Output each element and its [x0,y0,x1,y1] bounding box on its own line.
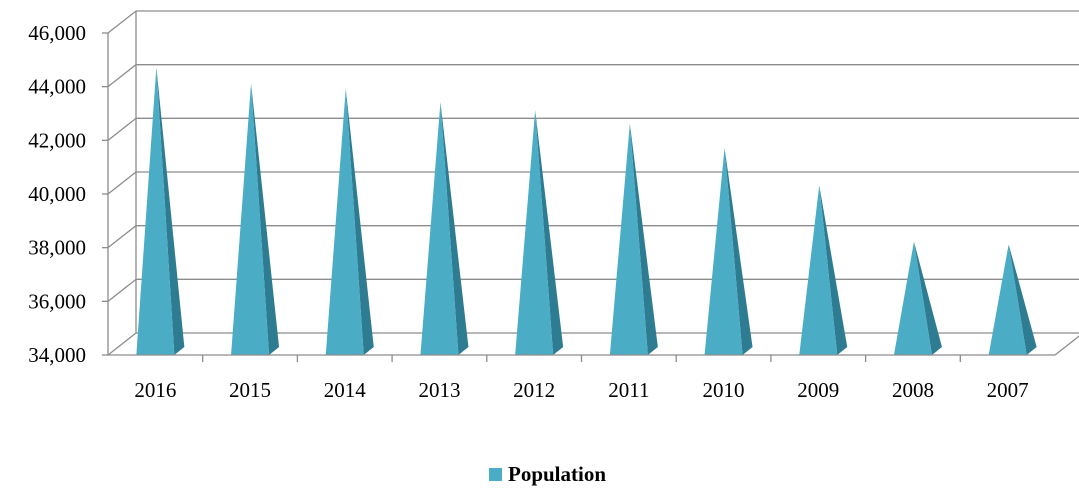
x-tick-label: 2014 [324,378,367,402]
pyramid-bar [704,147,753,355]
pyramid-front-face [231,83,270,355]
x-tick-label: 2012 [513,378,555,402]
y-tick-label: 36,000 [28,289,86,313]
gridline-depth [107,171,137,195]
grid-layer [107,10,1079,356]
gridline-depth [107,225,137,249]
pyramid-side-face [1008,244,1037,355]
x-tick-label: 2013 [418,378,460,402]
gridline-depth [107,64,137,88]
pyramid-front-face [136,67,175,355]
pyramid-bar [136,67,185,355]
pyramid-side-face [345,88,374,355]
pyramid-bar [609,123,658,355]
x-tick-label: 2007 [987,378,1029,402]
pyramid-side-face [819,185,848,355]
gridline-depth [107,332,137,356]
x-tick-label: 2015 [229,378,271,402]
pyramid-bar [231,83,280,355]
pyramid-bar [325,88,374,355]
legend-label-population: Population [508,462,606,486]
pyramid-side-face [629,123,658,355]
gridline-depth [107,278,137,302]
pyramid-front-face [515,110,554,355]
gridline-depth [107,10,137,34]
pyramid-front-face [893,241,932,355]
axis-layer: 34,000 36,000 38,000 40,000 42,000 44,000 46,0… [28,21,1079,402]
legend: Population [489,462,606,486]
x-tick-label: 2011 [608,378,649,402]
pyramid-front-face [325,88,364,355]
pyramid-bar [988,244,1037,355]
floor-edge [1054,335,1079,356]
pyramid-side-face [440,102,469,355]
pyramid-side-face [724,147,753,355]
gridline-depth [107,117,137,141]
pyramid-side-face [535,110,564,355]
pyramid-side-face [156,67,185,355]
pyramid-bar [515,110,564,355]
pyramid-front-face [704,147,743,355]
pyramid-front-face [420,102,459,355]
y-tick-label: 34,000 [28,343,86,367]
pyramid-side-face [251,83,280,355]
bar-layer [136,67,1037,355]
pyramid-bar [799,185,848,355]
y-tick-label: 40,000 [28,182,86,206]
pyramid-bar [420,102,469,355]
y-tick-label: 44,000 [28,75,86,99]
pyramid-front-face [609,123,648,355]
pyramid-bar [893,241,942,355]
pyramid-front-face [988,244,1027,355]
y-tick-label: 38,000 [28,236,86,260]
x-tick-label: 2008 [892,378,934,402]
x-tick-label: 2009 [797,378,839,402]
pyramid-front-face [799,185,838,355]
legend-swatch-population [489,468,502,481]
x-tick-label: 2010 [703,378,745,402]
y-tick-label: 46,000 [28,21,86,45]
pyramid-side-face [913,241,942,355]
x-tick-label: 2016 [134,378,176,402]
y-tick-label: 42,000 [28,128,86,152]
